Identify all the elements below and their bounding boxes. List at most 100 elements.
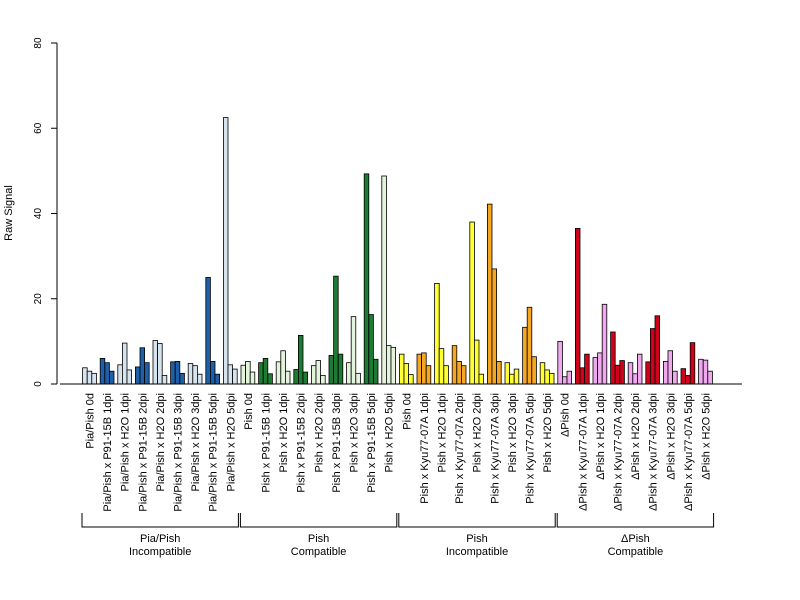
group-bracket [398, 513, 556, 528]
bar [491, 268, 497, 385]
bar [337, 353, 344, 385]
bar [99, 358, 106, 385]
bar [680, 368, 686, 385]
bar [82, 367, 88, 385]
bar [619, 360, 625, 385]
bar [209, 361, 216, 385]
bar [157, 343, 163, 385]
group-label-line1: Pish [308, 533, 329, 545]
category-label: Pia/Pish x H2O 3dpi [190, 393, 202, 491]
bar [478, 373, 484, 385]
bar [320, 375, 326, 385]
bar [222, 117, 229, 385]
bar [601, 303, 608, 385]
category-label: ΔPish x Kyu77-07A 2dpi [613, 393, 625, 511]
bar [632, 373, 638, 385]
bar [549, 372, 555, 385]
bar [205, 277, 211, 385]
bar [504, 362, 510, 385]
bar [685, 375, 691, 385]
bar [469, 221, 475, 385]
bar [539, 362, 546, 385]
group-bracket [239, 513, 398, 528]
bar [421, 352, 427, 385]
bar [381, 175, 387, 385]
bar [144, 362, 150, 385]
bar [398, 353, 405, 385]
y-axis-label: Raw Signal [3, 185, 15, 241]
y-tick-label: 60 [33, 122, 44, 134]
category-label: ΔPish x H2O 1dpi [595, 393, 607, 480]
bar [258, 362, 264, 385]
bar [707, 370, 713, 385]
bar [315, 360, 321, 385]
category-label: ΔPish x Kyu77-07A 5dpi [683, 393, 695, 511]
bar [438, 348, 445, 385]
bar [654, 315, 660, 385]
bar [139, 347, 145, 385]
bar [122, 342, 128, 385]
group-label-line2: Incompatible [446, 546, 508, 558]
category-label: Pish x Kyu77-07A 5dpi [525, 393, 537, 504]
bar [363, 173, 370, 385]
category-label: Pish x H2O 3dpi [349, 393, 361, 472]
category-label: Pish x Kyu77-07A 3dpi [489, 393, 501, 504]
bar [372, 358, 379, 385]
category-label: ΔPish x H2O 3dpi [665, 393, 677, 480]
bar [179, 372, 185, 385]
category-label: Pish x Kyu77-07A 2dpi [454, 393, 466, 504]
bar [86, 370, 93, 385]
category-label: Pia/Pish x H2O 2dpi [155, 393, 167, 491]
bar [245, 361, 251, 385]
bar [650, 328, 656, 385]
category-label: ΔPish x Kyu77-07A 1dpi [577, 393, 589, 511]
bar [170, 361, 176, 385]
bar [267, 373, 273, 385]
bar [355, 372, 361, 385]
bars [82, 117, 713, 385]
category-label: ΔPish x H2O 5dpi [701, 393, 713, 480]
category-label: Pish 0d [401, 393, 413, 430]
bar [592, 357, 598, 385]
bar [109, 370, 115, 385]
bar [566, 370, 572, 385]
bar [513, 368, 520, 385]
category-label: Pish x H2O 5dpi [384, 393, 396, 472]
bar [91, 372, 97, 385]
bar [486, 203, 493, 385]
bar [126, 369, 132, 385]
category-label: Pish x P91-15B 3dpi [331, 393, 343, 493]
bar [667, 350, 673, 385]
bar [134, 366, 141, 385]
category-label: Pish x H2O 5dpi [542, 393, 554, 472]
bar [579, 367, 585, 385]
category-label: ΔPish x H2O 2dpi [630, 393, 642, 480]
bar [385, 345, 392, 385]
bar [702, 359, 709, 385]
bar [227, 364, 233, 385]
bar [249, 371, 256, 385]
group-label-line2: Compatible [608, 546, 664, 558]
bar [174, 361, 181, 385]
group-bracket [556, 513, 715, 528]
bar [698, 358, 704, 385]
bar [152, 340, 158, 385]
bar [575, 228, 581, 385]
y-axis: 0 20 40 60 80 [33, 37, 58, 387]
bar [610, 331, 616, 385]
bar [346, 362, 352, 385]
bar [584, 353, 590, 385]
bar [689, 342, 696, 385]
bar [328, 355, 334, 385]
category-label: Pia/Pish x P91-15B 2dpi [137, 393, 149, 512]
category-label: Pish x H2O 1dpi [278, 393, 290, 472]
bar [460, 365, 467, 385]
bar [232, 368, 238, 385]
bar [280, 350, 286, 385]
category-label: Pia/Pish x P91-15B 3dpi [173, 393, 185, 512]
bar [117, 364, 123, 385]
category-label: Pia/Pish x H2O 5dpi [225, 393, 237, 491]
group-label-line2: Incompatible [129, 546, 191, 558]
y-tick-label: 0 [33, 381, 44, 387]
